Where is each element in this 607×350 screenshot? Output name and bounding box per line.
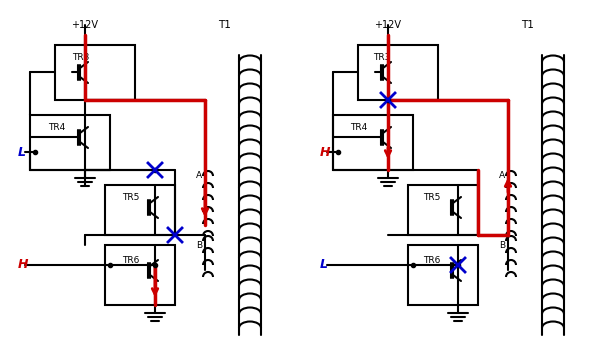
Text: +12V: +12V (72, 20, 98, 30)
Text: A: A (196, 171, 202, 180)
Text: TR4: TR4 (350, 123, 367, 132)
Bar (408, 185, 478, 235)
Text: T1: T1 (218, 20, 231, 30)
Text: TR6: TR6 (122, 256, 140, 265)
Text: L: L (18, 146, 26, 159)
Text: T1: T1 (521, 20, 534, 30)
Text: H: H (320, 146, 330, 159)
Text: TR3: TR3 (72, 53, 89, 62)
Text: TR5: TR5 (423, 193, 440, 202)
Bar (358, 45, 438, 100)
Text: L: L (320, 259, 328, 272)
Bar (105, 245, 175, 305)
Text: B: B (499, 241, 505, 250)
Text: TR3: TR3 (373, 53, 390, 62)
Text: A: A (499, 171, 505, 180)
Bar (30, 115, 110, 170)
Text: TR5: TR5 (122, 193, 140, 202)
Text: +12V: +12V (375, 20, 401, 30)
Bar (333, 115, 413, 170)
Bar (55, 45, 135, 100)
Text: H: H (18, 259, 29, 272)
Text: TR6: TR6 (423, 256, 440, 265)
Text: B: B (196, 241, 202, 250)
Text: TR4: TR4 (48, 123, 65, 132)
Bar (408, 245, 478, 305)
Bar (105, 185, 175, 235)
